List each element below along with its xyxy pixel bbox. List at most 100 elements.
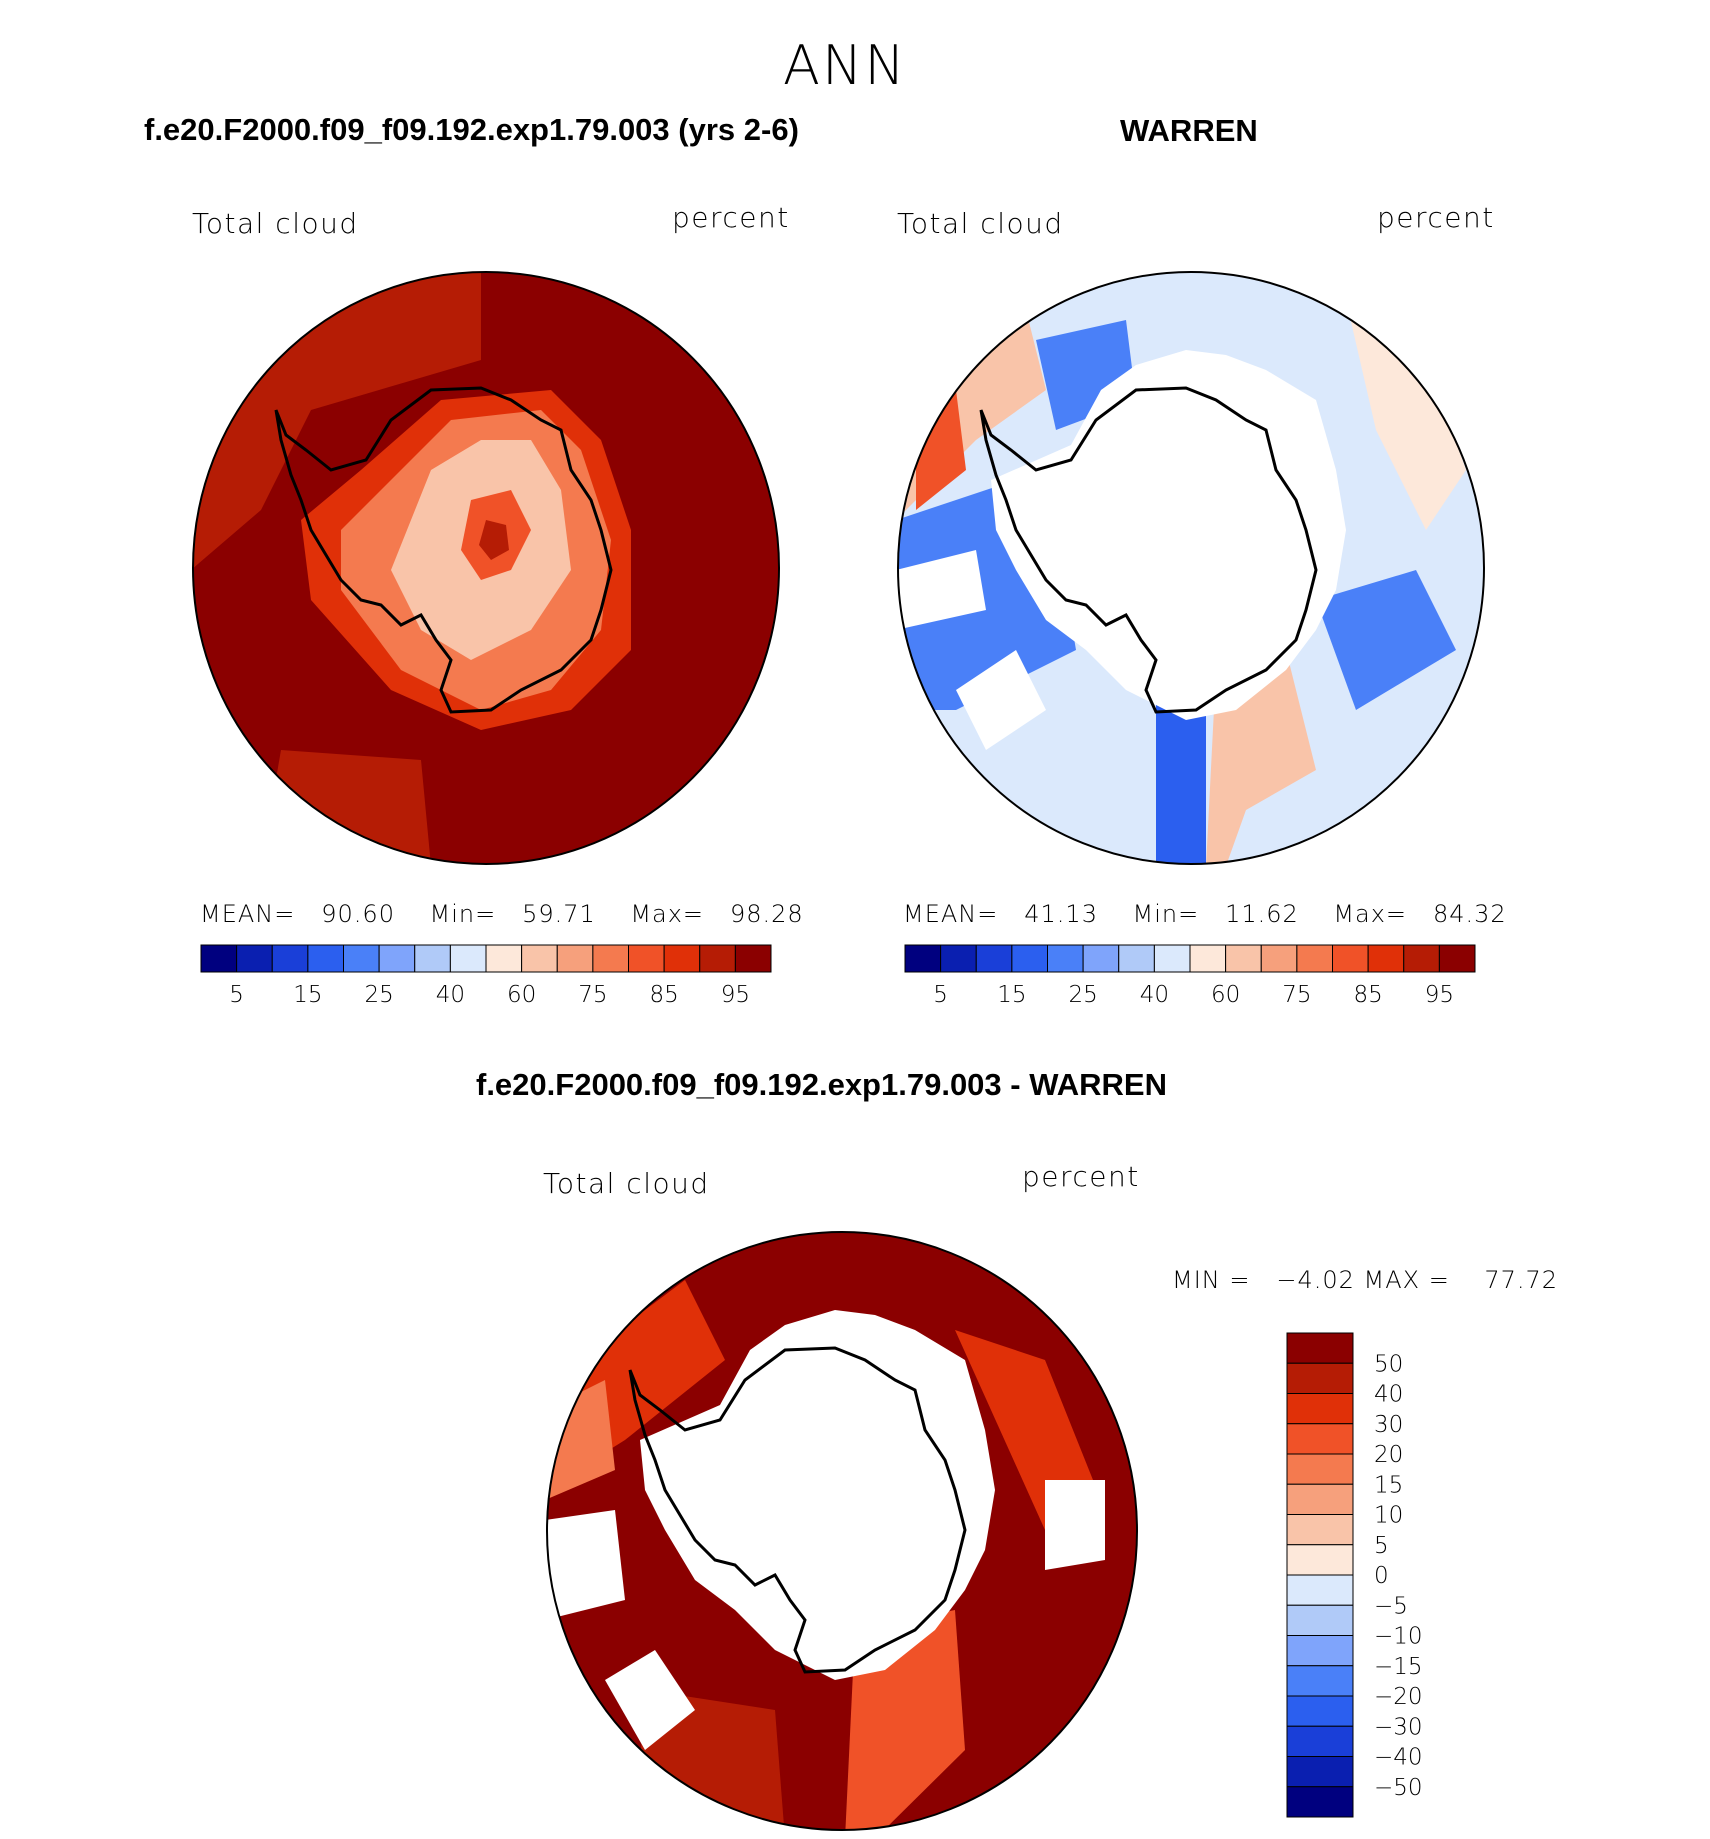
colorbar-tick-label: 25 [364, 982, 393, 1008]
panel-1-stats: MEAN= 90.60 Min= 59.71 Max= 98.28 [200, 900, 804, 928]
colorbar-swatch [307, 944, 344, 973]
colorbar-swatch [1286, 1362, 1354, 1394]
colorbar-swatch [1225, 944, 1262, 973]
colorbar-swatch [1286, 1604, 1354, 1636]
dome-core-fill [479, 520, 509, 560]
map-boundary [897, 271, 1485, 865]
colorbar-swatch [1153, 944, 1191, 973]
colorbar-tick-label: 95 [1425, 982, 1454, 1008]
antarctica-coastline [628, 1346, 967, 1674]
diff-panel-title: f.e20.F2000.f09_f09.192.exp1.79.003 - WA… [476, 1067, 1167, 1102]
colorbar-tick-label: 40 [1374, 1382, 1403, 1408]
colorbar-swatch [1286, 1514, 1354, 1546]
colorbar-tick-label: 25 [1068, 982, 1097, 1008]
colorbar-tick-label: 10 [1374, 1503, 1403, 1529]
colorbar-swatch [1189, 944, 1227, 973]
diff-map [546, 1231, 1138, 1831]
colorbar-tick-label: 75 [1282, 982, 1311, 1008]
max-label: Max= [1333, 900, 1408, 928]
colorbar-swatch [1260, 944, 1298, 973]
no-data-block-sw [605, 1650, 695, 1750]
diff-right-label: percent [1022, 1160, 1140, 1193]
panel-2-stats: MEAN= 41.13 Min= 11.62 Max= 84.32 [903, 900, 1507, 928]
colorbar-tick-label: −10 [1374, 1624, 1423, 1650]
mean-label: MEAN= [200, 900, 296, 928]
colorbar-swatch [1286, 1483, 1354, 1515]
colorbar-swatch [1332, 944, 1369, 973]
colorbar-swatch [734, 944, 772, 973]
colorbar-tick-label: −50 [1374, 1775, 1423, 1801]
main-title: ANN [783, 34, 907, 97]
colorbar-tick-label: 15 [997, 982, 1026, 1008]
panel-2-title: WARREN [1120, 113, 1258, 148]
colorbar-swatch [378, 944, 416, 973]
colorbar-tick-label: 85 [1353, 982, 1382, 1008]
indian-low-fill [1316, 570, 1456, 710]
no-data-region [640, 1310, 995, 1680]
colorbar-tick-label: 40 [436, 982, 465, 1008]
colorbar-swatch [628, 944, 665, 973]
mean-value: 90.60 [321, 900, 395, 928]
colorbar-swatch [1367, 944, 1405, 973]
min-value: 59.71 [522, 900, 596, 928]
colorbar-tick-label: −30 [1374, 1714, 1423, 1740]
colorbar-tick-label: 0 [1374, 1563, 1389, 1589]
colorbar-swatch [699, 944, 736, 973]
colorbar-swatch [1286, 1786, 1354, 1818]
colorbar-swatch [236, 944, 273, 973]
colorbar-swatch [1082, 944, 1120, 973]
min-value: 11.62 [1225, 900, 1299, 928]
colorbar-swatch [1286, 1665, 1354, 1697]
max-value: 98.28 [729, 900, 804, 928]
colorbar-tick-label: 85 [649, 982, 678, 1008]
max-label: Max= [630, 900, 705, 928]
mean-label: MEAN= [903, 900, 999, 928]
mean-value: 41.13 [1024, 900, 1098, 928]
colorbar-tick-label: 40 [1140, 982, 1169, 1008]
colorbar-tick-label: −20 [1374, 1684, 1423, 1710]
colorbar-swatch [1286, 1725, 1354, 1757]
panel-2-map [897, 271, 1485, 865]
colorbar-swatch [1438, 944, 1476, 973]
no-data-region [991, 350, 1346, 720]
colorbar-swatch [1118, 944, 1155, 973]
colorbar-swatch [1286, 1695, 1354, 1727]
panel-2-right-label: percent [1377, 201, 1495, 234]
colorbar-swatch [343, 944, 380, 973]
panel-2-colorbar: 5 15 25 40 60 75 85 95 [904, 944, 1476, 1008]
colorbar-swatch [556, 944, 594, 973]
colorbar-tick-label: 30 [1374, 1412, 1403, 1438]
colorbar-swatch [1286, 1453, 1354, 1485]
colorbar-swatch [1047, 944, 1084, 973]
colorbar-tick-label: 60 [507, 982, 536, 1008]
colorbar-swatch [1296, 944, 1333, 973]
colorbar-tick-label: 5 [229, 982, 244, 1008]
panel-2-left-label: Total cloud [897, 207, 1064, 240]
colorbar-swatch [1286, 1393, 1354, 1425]
colorbar-tick-label: 60 [1211, 982, 1240, 1008]
panel-1-right-label: percent [672, 201, 790, 234]
colorbar-tick-label: 75 [578, 982, 607, 1008]
diff-stats: MIN = −4.02 MAX = 77.72 [1172, 1266, 1559, 1294]
colorbar-tick-label: 15 [293, 982, 322, 1008]
diff-left-label: Total cloud [543, 1167, 710, 1200]
colorbar-swatch [1286, 1332, 1354, 1364]
map-boundary [546, 1231, 1138, 1831]
min-label: Min= [1132, 900, 1200, 928]
max-value: 84.32 [1432, 900, 1507, 928]
no-data-block-sw [956, 650, 1046, 750]
no-data-block-west [898, 550, 986, 630]
colorbar-tick-label: 95 [721, 982, 750, 1008]
no-data-block-west [547, 1510, 625, 1620]
east-positive-fill [1346, 300, 1466, 530]
panel-1-title: f.e20.F2000.f09_f09.192.exp1.79.003 (yrs… [144, 112, 799, 147]
colorbar-swatch [485, 944, 523, 973]
colorbar-tick-label: 5 [933, 982, 948, 1008]
colorbar-swatch [1286, 1544, 1354, 1576]
no-data-block-east [1045, 1480, 1105, 1570]
colorbar-tick-label: −40 [1374, 1745, 1423, 1771]
colorbar-tick-label: −15 [1374, 1654, 1423, 1680]
colorbar-tick-label: 20 [1374, 1442, 1403, 1468]
colorbar-swatch [975, 944, 1013, 973]
